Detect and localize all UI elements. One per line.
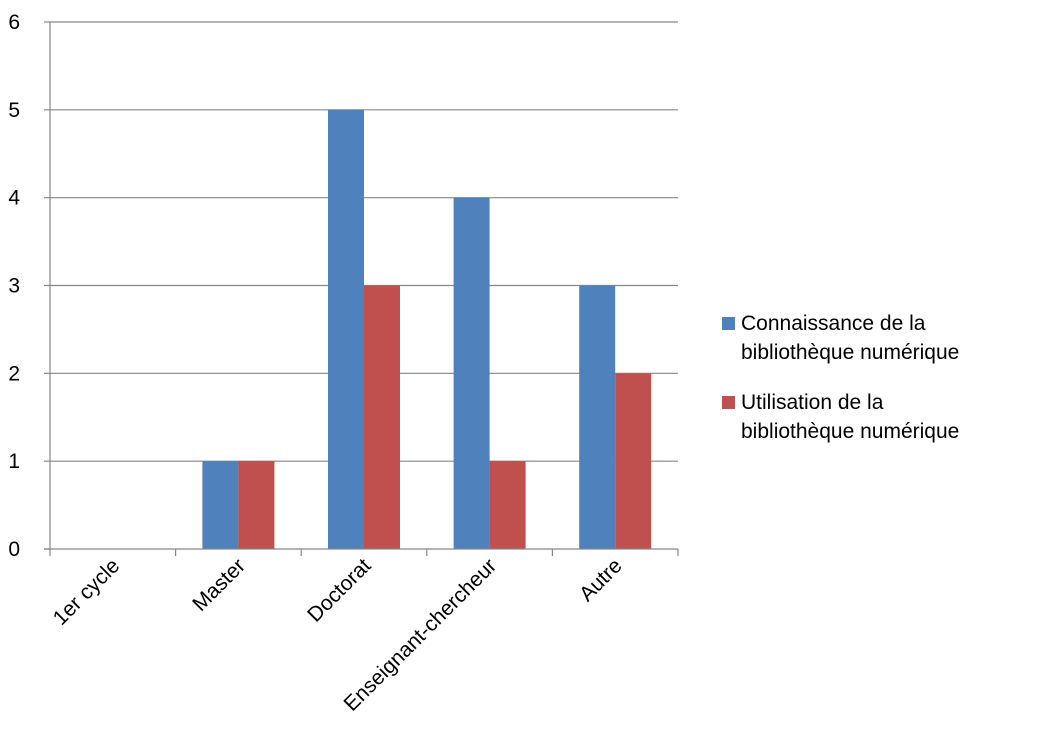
y-tick-label: 3	[8, 275, 20, 298]
bar-connaissance	[328, 109, 364, 549]
y-tick-label: 2	[8, 362, 20, 385]
x-axis-ticks: 1er cycle Master DoctoratEnseignant-cherch…	[49, 554, 627, 716]
bar-connaissance	[579, 285, 616, 549]
x-tick-label: 1er cycle	[49, 554, 125, 630]
bar-connaissance	[202, 461, 239, 549]
y-axis-ticks: 0 1 2 3 4 5 6	[8, 11, 50, 561]
axes	[44, 22, 679, 556]
x-tick-label: Master	[188, 554, 250, 616]
legend-item: Utilisation de la bibliothèque numérique	[722, 391, 959, 443]
x-tick-label: Doctorat	[303, 554, 376, 627]
legend-label: Utilisation de la bibliothèque numérique	[741, 391, 959, 443]
bar-utilisation	[489, 461, 526, 549]
legend-swatch	[722, 396, 735, 409]
y-tick-label: 4	[8, 187, 20, 210]
legend-item: Connaissance de la bibliothèque numérique	[722, 312, 959, 364]
legend-swatch	[722, 317, 735, 330]
bar-utilisation	[364, 285, 400, 549]
x-tick-label: Autre	[575, 554, 627, 606]
bar-utilisation	[615, 373, 652, 549]
bars	[202, 109, 652, 549]
y-tick-label: 5	[8, 99, 20, 122]
y-tick-label: 0	[8, 538, 20, 561]
bar-utilisation	[238, 461, 275, 549]
bar-connaissance	[453, 197, 490, 549]
legend-label: Connaissance de la bibliothèque numérique	[741, 312, 959, 364]
y-tick-label: 6	[8, 11, 20, 34]
y-tick-label: 1	[8, 450, 20, 473]
legend: Connaissance de la bibliothèque numérique…	[722, 312, 959, 443]
